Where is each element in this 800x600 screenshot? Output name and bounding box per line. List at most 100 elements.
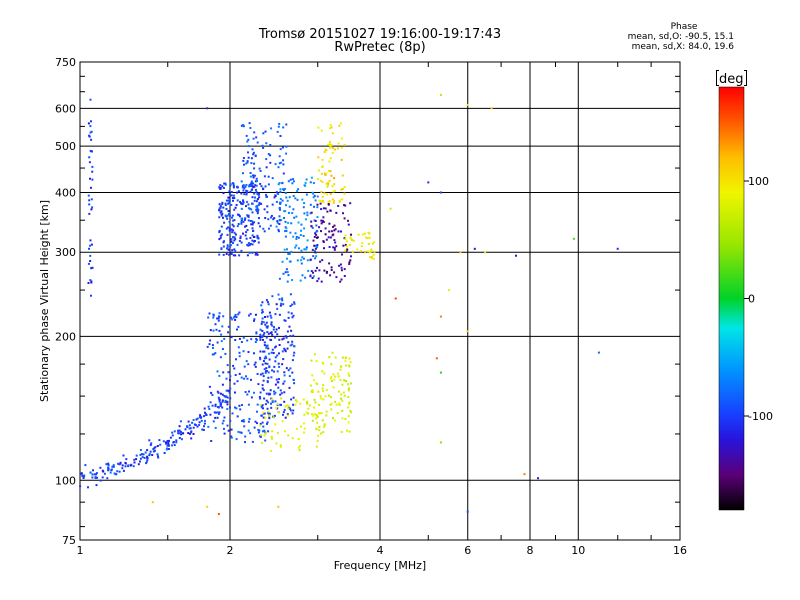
echo-point <box>267 371 270 374</box>
echo-point <box>373 241 376 244</box>
y-tick-label: 750 <box>55 56 76 69</box>
echo-point <box>261 430 264 433</box>
echo-point <box>180 433 182 436</box>
echo-point <box>311 277 314 279</box>
echo-point <box>340 137 343 140</box>
echo-point <box>347 415 350 418</box>
echo-point <box>348 374 351 377</box>
echo-point <box>294 232 297 235</box>
echo-point <box>218 231 221 234</box>
echo-point <box>240 249 243 252</box>
echo-point <box>226 396 229 399</box>
echo-point <box>243 425 246 428</box>
echo-point <box>270 323 273 326</box>
echo-point <box>254 180 257 183</box>
echo-point <box>284 220 287 223</box>
echo-point <box>331 198 334 201</box>
echo-point <box>313 236 316 238</box>
echo-point <box>317 126 320 129</box>
echo-point <box>350 411 353 414</box>
echo-point <box>343 186 346 188</box>
echo-point <box>250 157 253 160</box>
echo-point <box>261 144 264 147</box>
echo-point <box>299 444 302 447</box>
echo-point <box>318 269 321 272</box>
echo-point <box>267 303 270 306</box>
echo-point <box>314 232 317 235</box>
echo-point <box>90 243 93 246</box>
echo-point <box>119 461 122 464</box>
echo-point <box>329 127 331 130</box>
echo-point <box>316 216 319 219</box>
echo-point <box>266 381 269 384</box>
echo-point <box>321 199 324 202</box>
echo-point <box>121 464 124 467</box>
echo-point <box>283 380 286 383</box>
echo-point <box>281 350 284 353</box>
echo-point <box>262 379 265 382</box>
echo-point <box>288 196 291 199</box>
echo-point <box>372 257 375 260</box>
echo-point <box>320 397 323 400</box>
echo-point <box>171 434 174 437</box>
echo-point <box>232 219 235 222</box>
echo-point <box>234 233 237 236</box>
echo-point <box>313 205 315 208</box>
echo-point <box>216 370 219 373</box>
echo-point <box>274 400 277 403</box>
echo-point <box>190 431 193 434</box>
echo-point <box>247 244 250 247</box>
echo-point <box>348 263 351 265</box>
echo-point <box>283 248 286 251</box>
echo-point <box>246 200 249 203</box>
echo-point <box>281 363 284 366</box>
echo-point <box>282 126 285 129</box>
echo-point <box>286 347 289 350</box>
echo-point <box>318 426 321 428</box>
echo-point <box>312 275 315 278</box>
echo-point <box>218 238 221 241</box>
echo-point <box>332 202 335 204</box>
echo-point <box>328 230 331 233</box>
echo-point <box>278 207 281 210</box>
echo-point <box>227 210 230 212</box>
echo-point <box>293 345 296 348</box>
echo-point <box>271 430 274 433</box>
echo-point <box>343 204 346 207</box>
echo-point <box>151 501 154 504</box>
echo-point <box>347 223 350 226</box>
echo-point <box>325 271 328 274</box>
echo-point <box>282 358 285 361</box>
echo-point <box>206 345 209 348</box>
echo-point <box>254 313 257 316</box>
echo-point <box>208 312 211 315</box>
echo-point <box>272 218 275 221</box>
echo-point <box>242 159 245 162</box>
echo-point <box>273 390 275 393</box>
echo-point <box>285 336 288 339</box>
echo-point <box>241 203 244 205</box>
echo-point <box>289 367 292 370</box>
echo-point <box>218 329 221 332</box>
echo-point <box>291 437 294 440</box>
echo-point <box>270 449 273 452</box>
echo-point <box>291 340 294 343</box>
echo-point <box>278 365 281 368</box>
echo-point <box>271 399 274 402</box>
echo-point <box>257 241 260 244</box>
echo-point <box>322 398 325 401</box>
echo-point <box>330 402 333 405</box>
echo-point <box>280 403 282 406</box>
echo-point <box>240 207 243 210</box>
echo-point <box>230 428 233 431</box>
echo-point <box>276 370 279 373</box>
echo-point <box>178 432 181 435</box>
echo-point <box>261 311 263 314</box>
echo-point <box>218 315 221 318</box>
echo-point <box>244 391 247 393</box>
echo-point <box>234 206 237 209</box>
echo-point <box>279 444 282 447</box>
echo-point <box>279 393 282 396</box>
echo-point <box>356 248 359 251</box>
echo-point <box>259 350 262 353</box>
